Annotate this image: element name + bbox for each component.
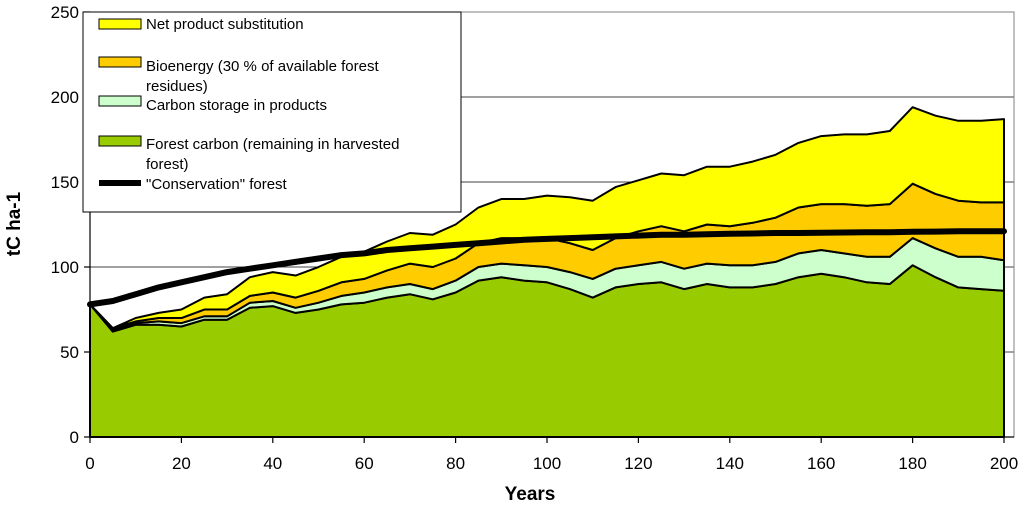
x-tick-label: 140 <box>716 454 744 473</box>
legend-label: Carbon storage in products <box>146 97 327 114</box>
x-tick-label: 60 <box>355 454 374 473</box>
legend-label: Bioenergy (30 % of available forest resid… <box>146 58 379 95</box>
series-lines <box>87 228 1007 308</box>
legend-swatch <box>98 135 142 147</box>
x-tick-label: 80 <box>446 454 465 473</box>
legend-box <box>82 11 462 213</box>
axes: 0 50 100 150 200 250 0 20 40 60 80 100 120 140 160 180 2… <box>51 3 1019 473</box>
x-tick-label: 100 <box>533 454 561 473</box>
y-tick-label: 0 <box>70 428 79 447</box>
legend-label: Forest carbon (remaining in harvested for… <box>146 136 399 173</box>
x-tick-label: 120 <box>624 454 652 473</box>
legend-label: Net product substitution <box>146 16 304 33</box>
y-tick-label: 50 <box>60 343 79 362</box>
x-axis-title: Years <box>505 484 556 505</box>
y-tick-label: 250 <box>51 3 79 22</box>
x-tick-label: 200 <box>990 454 1018 473</box>
area-3 <box>89 106 1005 330</box>
legend-swatch <box>98 18 142 30</box>
y-tick-label: 150 <box>51 173 79 192</box>
x-tick-label: 20 <box>172 454 191 473</box>
y-tick-label: 200 <box>51 88 79 107</box>
legend-label: "Conservation" forest <box>146 176 288 193</box>
legend-swatch <box>98 95 142 107</box>
x-tick-label: 40 <box>263 454 282 473</box>
line-series-0 <box>87 228 1007 308</box>
stacked-areas <box>89 106 1005 438</box>
legend: Net product substitution Bioenergy (30 % … <box>82 11 462 213</box>
x-tick-label: 160 <box>807 454 835 473</box>
y-tick-label: 100 <box>51 258 79 277</box>
legend-swatch <box>98 56 142 68</box>
x-tick-label: 180 <box>898 454 926 473</box>
x-tick-label: 0 <box>85 454 94 473</box>
y-axis-title: tC ha-1 <box>4 191 25 256</box>
